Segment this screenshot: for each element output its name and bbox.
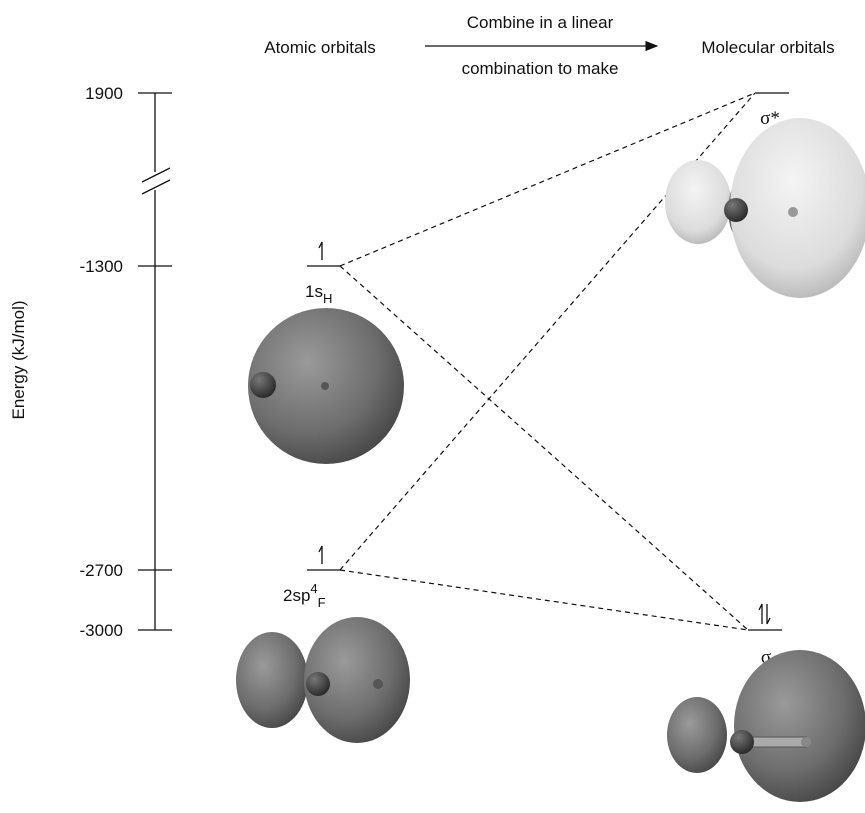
tick-label: -1300: [80, 257, 123, 276]
nucleus: [250, 372, 276, 398]
nucleus: [306, 672, 330, 696]
electron: [759, 604, 762, 624]
header-right: Molecular orbitals: [701, 38, 834, 57]
axis-label: Energy (kJ/mol): [9, 300, 28, 419]
header-left: Atomic orbitals: [264, 38, 375, 57]
label-sub: F: [318, 595, 326, 610]
label-base: 1s: [305, 282, 323, 301]
nucleus: [724, 198, 748, 222]
orbital-sigma-star: [665, 118, 865, 298]
nucleus: [730, 730, 754, 754]
lobe: [236, 632, 308, 728]
electron: [767, 604, 770, 624]
orbital-sigma: [667, 650, 865, 802]
lobe: [734, 650, 865, 802]
lobe: [667, 697, 727, 773]
lobe: [730, 118, 865, 298]
orbital-label: 2sp4F: [283, 581, 326, 610]
lobe: [665, 160, 731, 244]
arrow-label-top: Combine in a linear: [467, 13, 614, 32]
label-sub: H: [323, 291, 332, 306]
tick-label: 1900: [85, 84, 123, 103]
nucleus: [373, 679, 383, 689]
nucleus: [788, 207, 798, 217]
axis-break: [142, 180, 170, 194]
electron: [319, 242, 322, 260]
orbital-label: 1sH: [305, 282, 332, 306]
correlation-line: [340, 266, 748, 630]
axis-break: [142, 168, 170, 182]
label-base: 2sp: [283, 586, 310, 605]
nucleus: [801, 737, 811, 747]
nucleus: [321, 382, 329, 390]
mo-diagram: Atomic orbitals Combine in a linear comb…: [0, 0, 865, 813]
label-sup: 4: [310, 581, 317, 596]
orbital-1s: [248, 308, 404, 464]
tick-label: -2700: [80, 561, 123, 580]
electron: [319, 546, 322, 564]
energy-axis: 1900 -1300 -2700 -3000 Energy (kJ/mol): [9, 84, 172, 640]
correlation-line: [340, 570, 748, 630]
orbital-2sp: [236, 617, 410, 743]
arrow-label-bottom: combination to make: [462, 59, 619, 78]
tick-label: -3000: [80, 621, 123, 640]
